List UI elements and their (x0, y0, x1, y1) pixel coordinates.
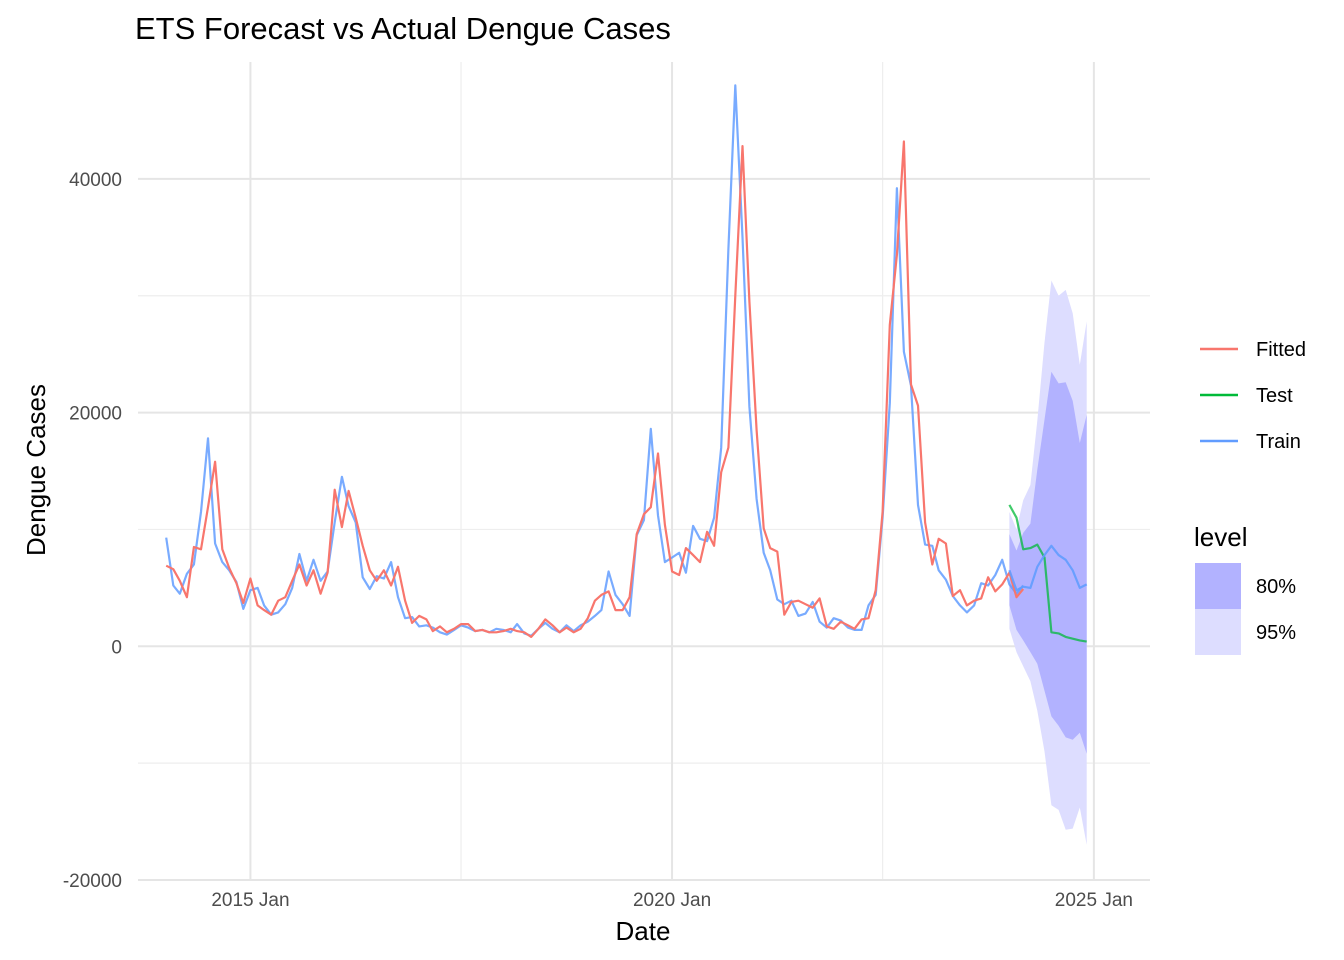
y-axis-title: Dengue Cases (21, 384, 51, 556)
x-tick-label: 2015 Jan (211, 890, 289, 911)
forecast-mean-line (1008, 544, 1088, 592)
y-tick-label: 20000 (69, 404, 122, 425)
legend-title: level (1194, 522, 1247, 552)
legend-label-train: Train (1256, 431, 1301, 453)
y-axis-ticks: -20000 0 20000 40000 (63, 170, 122, 892)
x-tick-label: 2025 Jan (1055, 890, 1133, 911)
fitted-line (165, 140, 1025, 639)
x-axis-ticks: 2015 Jan 2020 Jan 2025 Jan (211, 890, 1133, 911)
x-axis-title: Date (616, 916, 671, 946)
forecast-band-80 (1009, 371, 1087, 754)
legend-label-level-95: 95% (1256, 622, 1296, 644)
legend-label-test: Test (1256, 385, 1293, 407)
y-tick-label: 40000 (69, 170, 122, 191)
series-lines (165, 84, 1088, 643)
grid-lines (138, 62, 1150, 881)
legend: Fitted Test Train level 80% 95% (1194, 339, 1306, 655)
test-line (1008, 504, 1087, 643)
chart-title: ETS Forecast vs Actual Dengue Cases (135, 11, 671, 46)
legend-key-level-95 (1195, 609, 1241, 655)
forecast-intervals (1009, 280, 1087, 845)
x-tick-label: 2020 Jan (633, 890, 711, 911)
y-tick-label: 0 (111, 637, 122, 658)
train-line (165, 84, 1025, 637)
y-tick-label: -20000 (63, 871, 122, 892)
legend-label-level-80: 80% (1256, 576, 1296, 598)
legend-key-level-80 (1195, 563, 1241, 609)
legend-label-fitted: Fitted (1256, 339, 1306, 361)
